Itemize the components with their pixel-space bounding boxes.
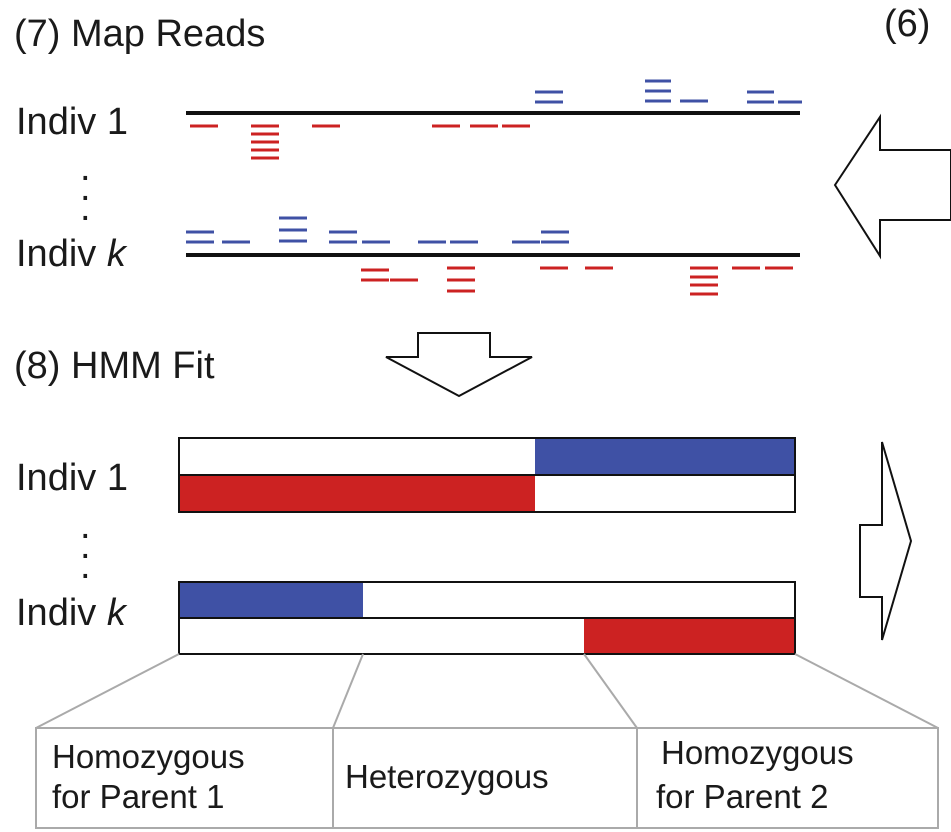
arrow-down-icon — [385, 332, 533, 398]
legend-homozygous-p2-line2: for Parent 2 — [656, 778, 828, 815]
indiv1-genotype-bar — [178, 437, 796, 513]
hmm-ellipsis-dot-3: . — [80, 545, 91, 587]
indivk-parent2-segment — [179, 582, 363, 618]
indiv1-parent2-reads — [535, 79, 802, 104]
arrow-left-icon — [833, 113, 951, 260]
indiv1-parent1-segment — [179, 475, 535, 512]
legend-box-heterozygous — [332, 727, 638, 829]
hmm-fit-title: (8) HMM Fit — [14, 345, 215, 387]
genotype-legend: Homozygous for Parent 1 Heterozygous Hom… — [35, 727, 939, 829]
legend-homozygous-p2-line1: Homozygous — [661, 734, 854, 771]
indiv1-parent1-reads — [190, 124, 530, 160]
indivk-genotype-bar — [178, 581, 796, 655]
legend-box-homozygous-parent1 — [35, 727, 334, 829]
indivk-parent2-reads — [186, 216, 569, 244]
arrow-right-icon — [859, 441, 913, 641]
map-indivk-label: Indiv k — [16, 233, 128, 275]
hmm-indivk-label: Indiv k — [16, 592, 128, 634]
hmm-ellipsis-dot-2: . — [80, 525, 91, 567]
map-ellipsis-dot-3: . — [80, 187, 91, 229]
map-ellipsis-dot-2: . — [80, 167, 91, 209]
map-indiv1-label: Indiv 1 — [16, 101, 128, 143]
indivk-parent1-segment — [584, 618, 795, 654]
map-ellipsis-dot-1: . — [80, 147, 91, 189]
map-reads-title: (7) Map Reads — [14, 13, 265, 55]
legend-homozygous-p1-line1: Homozygous — [52, 738, 245, 775]
legend-heterozygous: Heterozygous — [345, 758, 549, 795]
hmm-ellipsis-dot-1: . — [80, 505, 91, 547]
hmm-indiv1-label: Indiv 1 — [16, 457, 128, 499]
legend-homozygous-p1-line2: for Parent 1 — [52, 778, 224, 815]
legend-box-homozygous-parent2 — [636, 727, 939, 829]
legend-connectors — [35, 653, 939, 729]
indiv1-parent2-segment — [535, 438, 795, 475]
step-6-title: (6) — [884, 3, 930, 45]
indivk-parent1-reads — [361, 266, 793, 296]
